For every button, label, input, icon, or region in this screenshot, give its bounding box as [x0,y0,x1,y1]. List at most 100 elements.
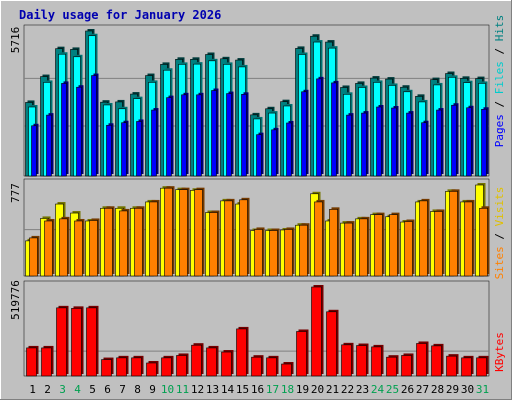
x-tick-label-30: 30 [461,383,474,396]
panel-1-sites-bar-8-face [134,207,143,277]
x-tick-label-23: 23 [356,383,369,396]
panel-1-sites-bar-4-face [74,220,83,277]
panel-2-kbytes-bar-11-face [176,355,187,377]
panel-2-kbytes-bar-25 [386,355,399,377]
panel-0-pages-bar-19-face [301,91,307,177]
x-tick-label-11: 11 [176,383,189,396]
panel-1-sites-bar-15 [239,197,250,277]
panel-2-kbytes-bar-3-face [56,307,67,377]
panel-0-pages-bar-3-face [61,83,67,177]
panel-0-pages-bar-21 [331,80,339,177]
panel-0-pages-bar-6-face [106,124,112,177]
panel-2-kbytes-bar-19-face [296,331,307,377]
chart-title: Daily usage for January 2026 [19,8,221,22]
panel-1-sites-bar-14-face [224,200,233,277]
panel-2-kbytes-bar-1 [26,345,39,377]
x-tick-label-14: 14 [221,383,235,396]
panel-0-pages-bar-17 [271,127,279,177]
panel-1-sites-bar-23-face [359,218,368,277]
panel-1-sites-bar-25 [389,212,400,277]
panel-0-pages-bar-3 [61,81,69,177]
panel-1-sites-bar-31-face [479,207,488,277]
x-tick-label-7: 7 [119,383,126,396]
panel-2-kbytes-bar-27-face [416,343,427,377]
x-tick-label-27: 27 [416,383,429,396]
panel-1-sites-bar-11-face [179,189,188,277]
panel-2-kbytes-bar-7 [116,355,129,377]
x-tick-label-18: 18 [281,383,294,396]
x-tick-label-6: 6 [104,383,111,396]
x-tick-label-29: 29 [446,383,459,396]
panel-0-pages-bar-13 [211,88,219,177]
legend-kbytes: KBytes [493,332,506,372]
panel-2-kbytes-bar-26-face [401,355,412,377]
x-tick-label-9: 9 [149,383,156,396]
panel-2-kbytes-bar-1-face [26,347,37,377]
panel-0-pages-bar-6 [106,123,114,177]
panel-1-sites-bar-19-face [299,224,308,277]
panel-2-kbytes-bar-9 [146,360,159,377]
panel-1-sites-bar-24 [374,212,385,277]
panel-2-kbytes-bar-15 [236,326,249,377]
legend-panel-2: KBytes [493,332,506,372]
panel-1-sites-bar-17-face [269,230,278,277]
panel-0-pages-bar-20 [316,76,324,177]
panel-2-ymax-label: 519776 [9,280,22,320]
hits-files-pages-panel [23,24,490,177]
panel-1-sites-bar-9 [149,199,160,277]
panel-1-sites-bar-16 [254,227,265,277]
panel-0-pages-bar-25-face [391,107,397,177]
panel-1-sites-bar-27-face [419,200,428,277]
panel-2-kbytes-bar-31-face [476,357,487,377]
panel-2-kbytes-bar-20-face [311,286,322,377]
panel-1-sites-bar-8 [134,206,145,277]
panel-1-sites-bar-17 [269,228,280,277]
panel-1-sites-bar-16-face [254,229,263,277]
panel-1-sites-bar-12-face [194,189,203,277]
panel-0-pages-bar-1 [31,123,39,177]
panel-2-kbytes-bar-5 [86,305,99,377]
panel-2-kbytes-bar-6 [101,357,114,377]
panel-2-kbytes-bar-3 [56,305,69,377]
panel-0-pages-bar-20-face [316,78,322,177]
panel-0-pages-bar-17-face [271,129,277,177]
x-tick-label-28: 28 [431,383,444,396]
panel-2-kbytes-bar-8 [131,355,144,377]
panel-1-sites-bar-3 [59,216,70,277]
panel-1-sites-bar-2 [44,218,55,277]
panel-2-kbytes-bar-21-face [326,311,337,377]
panel-0-pages-bar-31 [481,107,489,177]
x-tick-label-22: 22 [341,383,354,396]
panel-0-pages-bar-18 [286,120,294,177]
panel-2-kbytes-bar-2 [41,345,54,377]
panel-0-pages-bar-9-face [151,109,157,177]
panel-0-pages-bar-23-face [361,112,367,177]
panel-1-sites-bar-28-face [434,211,443,277]
x-tick-label-15: 15 [236,383,249,396]
panel-1-sites-bar-6 [104,206,115,277]
panel-0-pages-bar-11 [181,92,189,177]
panel-1-sites-bar-12 [194,187,205,277]
panel-1-sites-bar-18-face [284,229,293,277]
panel-2-kbytes-bar-24 [371,344,384,377]
panel-0-pages-bar-7 [121,120,129,177]
panel-1-sites-bar-3-face [59,218,68,277]
panel-2-kbytes-bar-2-face [41,347,52,377]
panel-1-sites-bar-5-face [89,220,98,277]
panel-2-kbytes-bar-12 [191,343,204,377]
panel-1-sites-bar-26 [404,219,415,277]
panel-0-pages-bar-13-face [211,90,217,177]
panel-0-pages-bar-14-face [226,93,232,177]
panel-1-sites-bar-22 [344,221,355,277]
panel-2-kbytes-bar-22-face [341,344,352,377]
panel-0-pages-bar-8-face [136,121,142,177]
x-tick-label-10: 10 [161,383,174,396]
panel-2-kbytes-bar-17-face [266,357,277,377]
panel-2-kbytes-bar-29 [446,354,459,377]
panel-1-sites-bar-19 [299,223,310,277]
legend-visits: Visits [493,187,506,227]
kbytes-panel [23,280,490,377]
panel-1-sites-bar-11 [179,187,190,277]
panel-2-kbytes-bar-9-face [146,362,157,377]
legend-hits: Hits [493,15,506,42]
